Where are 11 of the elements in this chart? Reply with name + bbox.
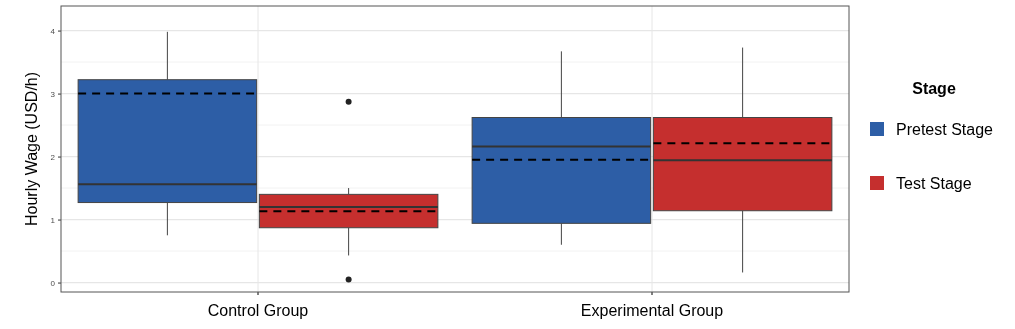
y-tick-label: 2: [50, 152, 56, 162]
legend-label: Test Stage: [896, 175, 972, 192]
legend-label: Pretest Stage: [896, 121, 994, 138]
x-tick-label: Experimental Group: [580, 301, 724, 319]
x-tick-label: Control Group: [207, 301, 309, 319]
legend-title: Stage: [912, 80, 956, 97]
y-tick-label: 0: [50, 278, 56, 288]
y-axis-title: Hourly Wage (USD/h): [23, 71, 40, 227]
y-tick-label: 3: [50, 89, 56, 99]
y-tick-label: 4: [50, 26, 56, 36]
y-tick-label: 1: [50, 215, 56, 225]
